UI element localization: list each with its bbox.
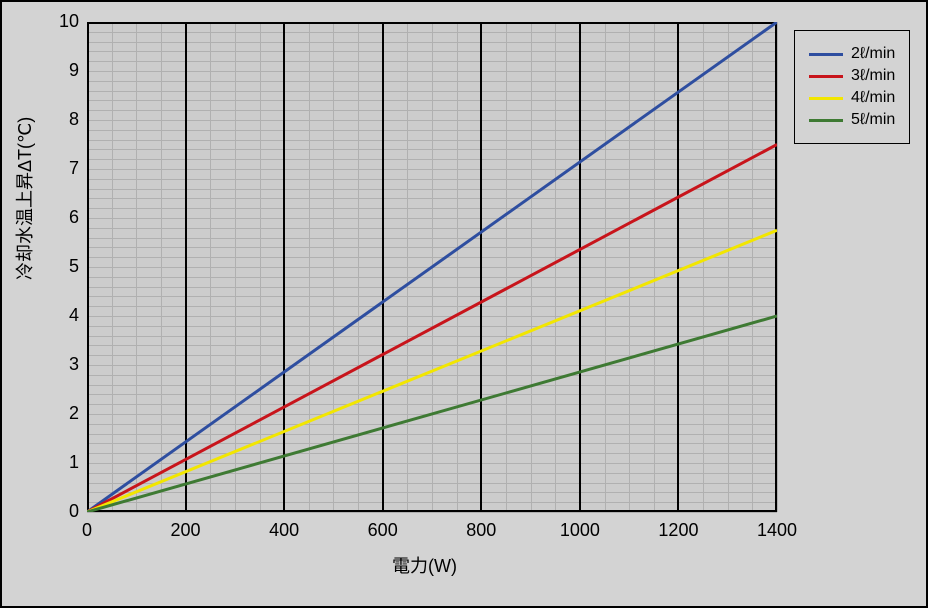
y-axis-title: 冷却水温上昇ΔT(℃)	[11, 260, 37, 280]
legend-swatch	[809, 97, 843, 100]
x-tick-label: 800	[461, 520, 501, 541]
y-tick-label: 7	[49, 158, 79, 179]
y-tick-label: 2	[49, 403, 79, 424]
series-line-0	[87, 22, 777, 512]
legend-label: 4ℓ/min	[851, 89, 895, 107]
legend-item-3: 5ℓ/min	[809, 111, 895, 129]
series-line-1	[87, 145, 777, 513]
y-tick-label: 3	[49, 354, 79, 375]
y-tick-label: 4	[49, 305, 79, 326]
series-line-2	[87, 230, 777, 512]
legend-item-0: 2ℓ/min	[809, 45, 895, 63]
y-tick-label: 0	[49, 501, 79, 522]
legend-swatch	[809, 119, 843, 122]
legend-item-1: 3ℓ/min	[809, 67, 895, 85]
y-tick-label: 5	[49, 256, 79, 277]
legend-item-2: 4ℓ/min	[809, 89, 895, 107]
legend-swatch	[809, 75, 843, 78]
x-tick-label: 200	[166, 520, 206, 541]
series-line-3	[87, 316, 777, 512]
line-series-svg	[2, 2, 928, 610]
x-tick-label: 1200	[658, 520, 698, 541]
legend-swatch	[809, 53, 843, 56]
y-tick-label: 10	[49, 11, 79, 32]
x-tick-label: 600	[363, 520, 403, 541]
x-tick-label: 400	[264, 520, 304, 541]
x-axis-title: 電力(W)	[392, 552, 457, 578]
x-tick-label: 1400	[757, 520, 797, 541]
y-tick-label: 1	[49, 452, 79, 473]
x-tick-label: 1000	[560, 520, 600, 541]
legend-label: 5ℓ/min	[851, 111, 895, 129]
legend: 2ℓ/min 3ℓ/min 4ℓ/min 5ℓ/min	[794, 30, 910, 144]
y-tick-label: 8	[49, 109, 79, 130]
legend-label: 2ℓ/min	[851, 45, 895, 63]
legend-label: 3ℓ/min	[851, 67, 895, 85]
x-tick-label: 0	[67, 520, 107, 541]
y-tick-label: 6	[49, 207, 79, 228]
y-tick-label: 9	[49, 60, 79, 81]
chart-container: 0 200 400 600 800 1000 1200 1400 0 1 2 3 4 5 6 7 8 9 10 冷却…	[0, 0, 928, 608]
